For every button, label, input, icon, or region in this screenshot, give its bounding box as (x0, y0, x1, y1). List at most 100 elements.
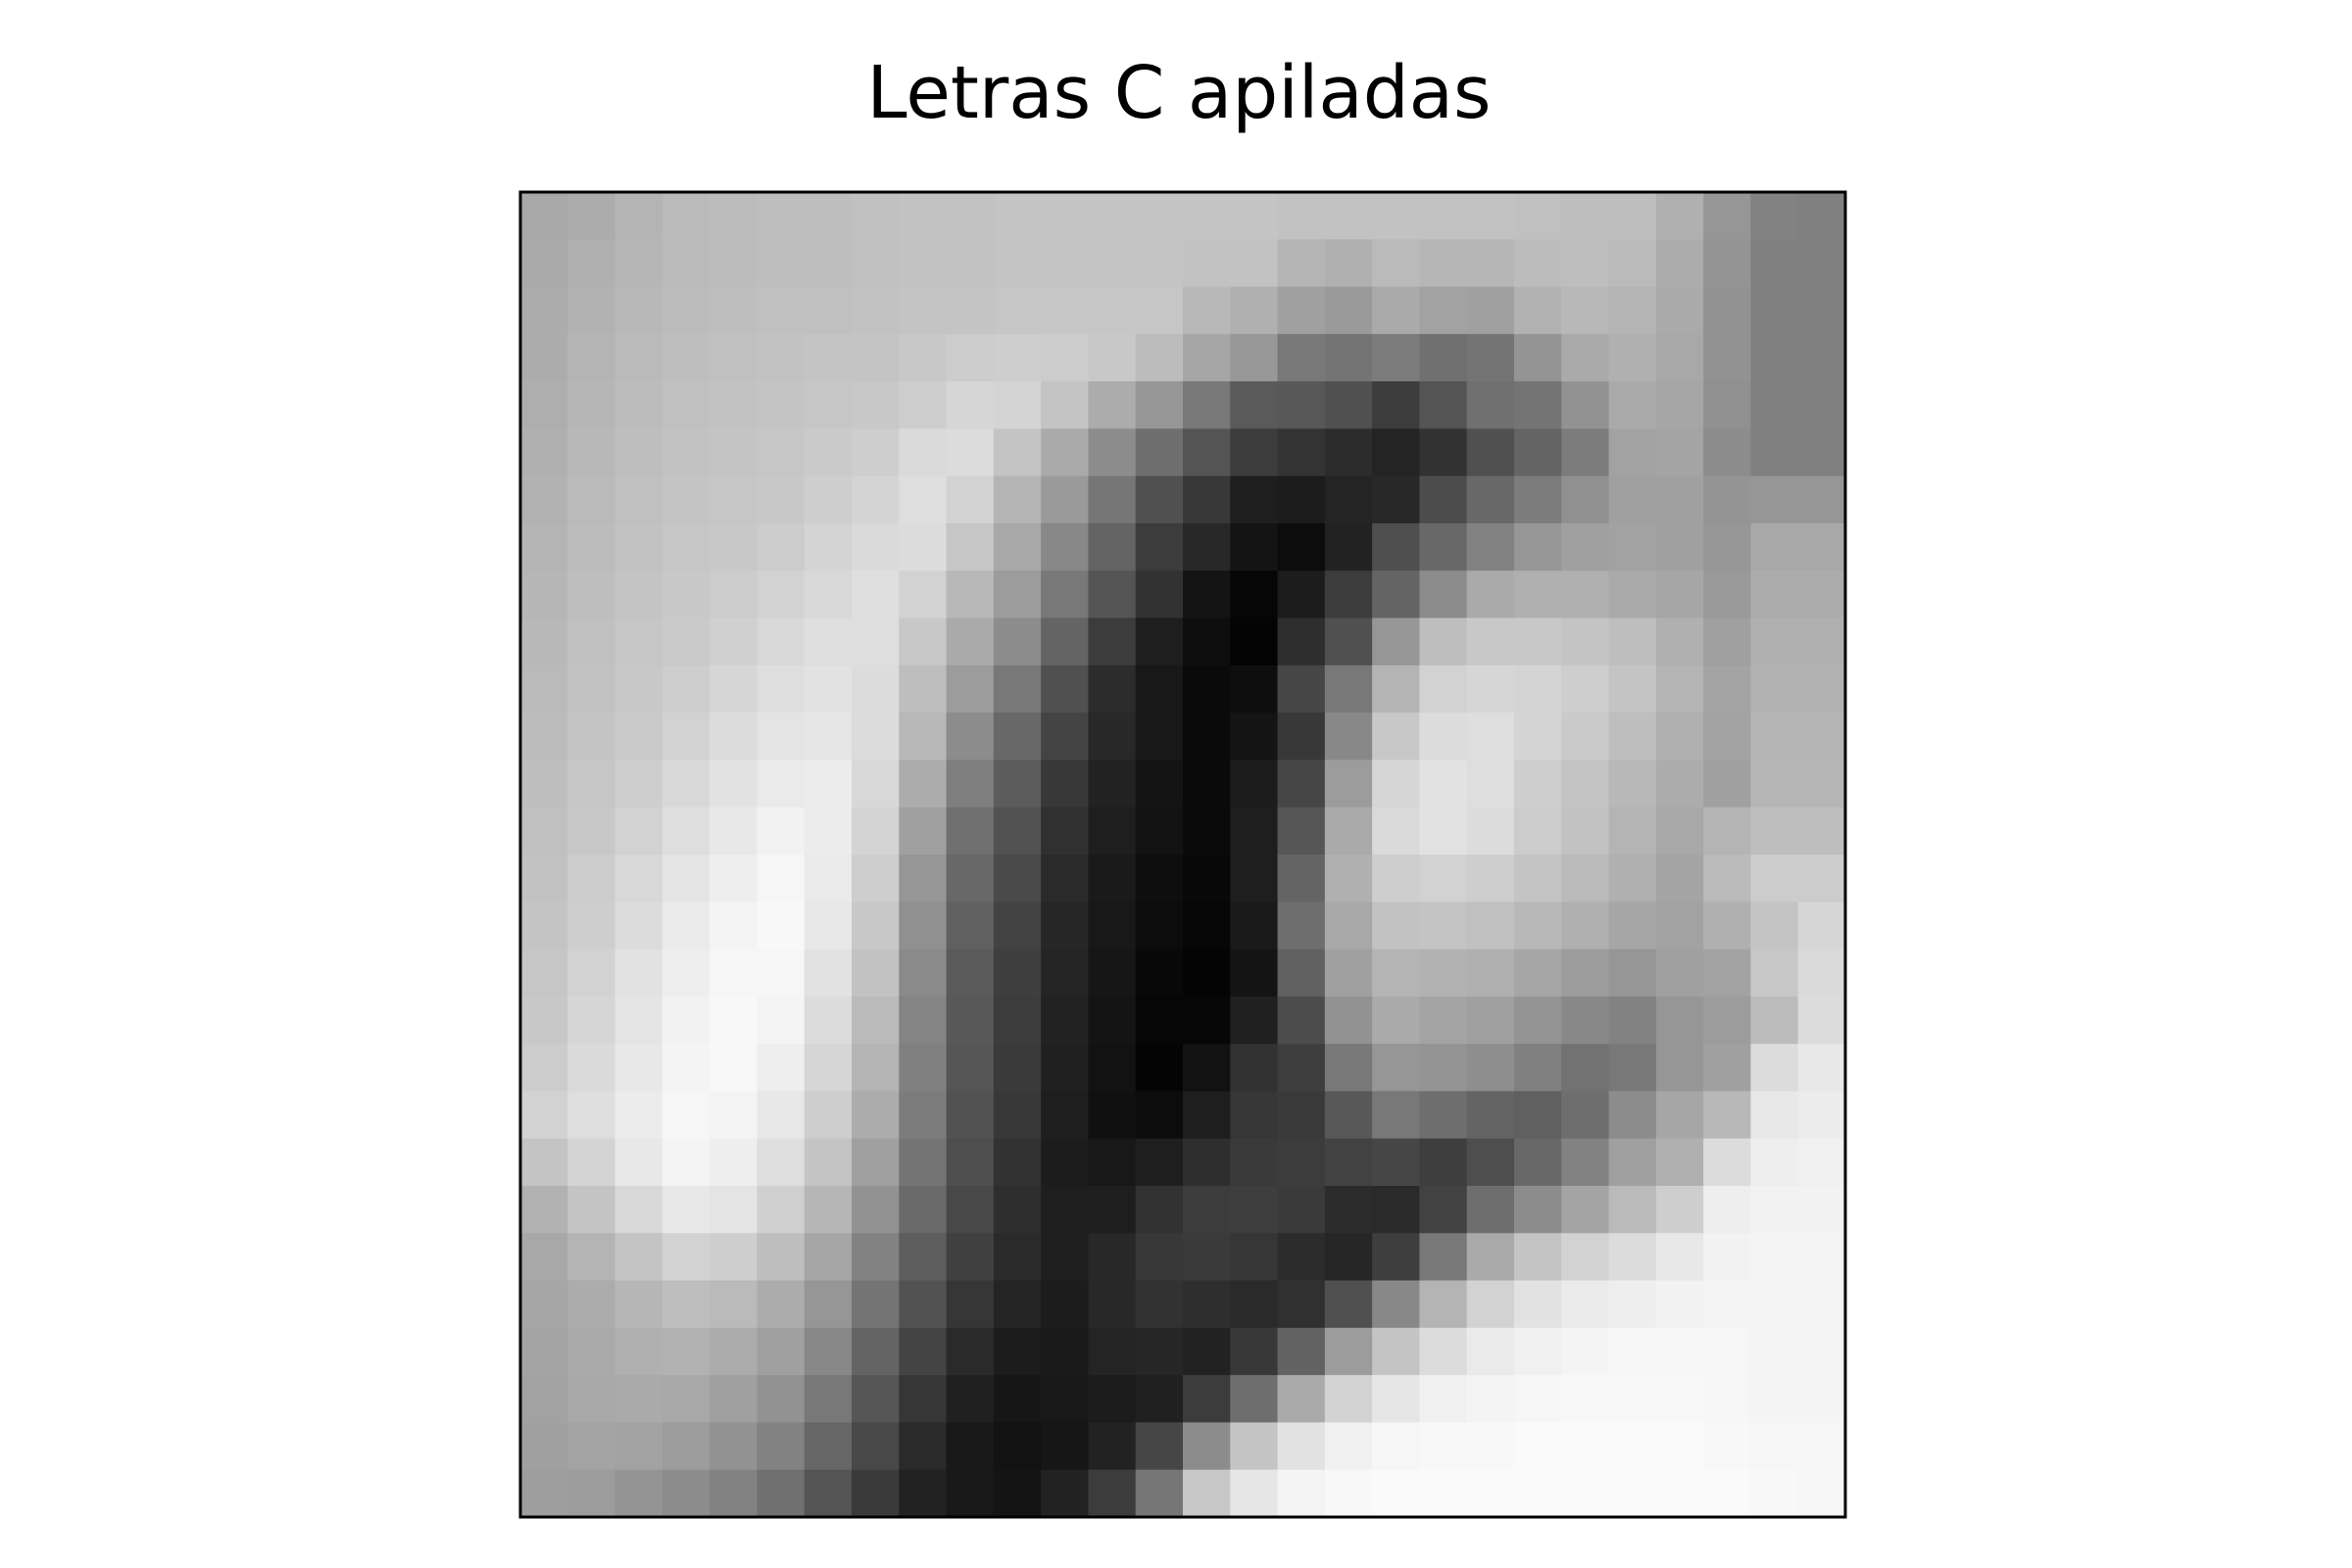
heatmap-cell-r3-c9 (946, 333, 995, 382)
heatmap-cell-r1-c19 (1419, 239, 1468, 288)
heatmap-cell-r13-c6 (804, 807, 853, 856)
heatmap-cell-r4-c16 (1277, 381, 1326, 430)
heatmap-cell-r24-c17 (1324, 1327, 1373, 1376)
heatmap-cell-r19-c0 (520, 1091, 568, 1140)
heatmap-cell-r4-c19 (1419, 381, 1468, 430)
heatmap-cell-r27-c20 (1466, 1469, 1515, 1518)
heatmap-cell-r3-c0 (520, 333, 568, 382)
heatmap-cell-r1-c12 (1088, 239, 1137, 288)
heatmap-cell-r12-c16 (1277, 760, 1326, 808)
heatmap-cell-r9-c2 (614, 617, 663, 666)
heatmap-cell-r7-c9 (946, 523, 995, 571)
heatmap-cell-r8-c4 (710, 570, 759, 619)
heatmap-cell-r22-c16 (1277, 1233, 1326, 1282)
heatmap-cell-r15-c15 (1230, 902, 1279, 951)
heatmap-cell-r0-c27 (1797, 192, 1846, 240)
heatmap-cell-r25-c12 (1088, 1375, 1137, 1424)
heatmap-cell-r23-c11 (1041, 1280, 1090, 1329)
heatmap-cell-r9-c17 (1324, 617, 1373, 666)
heatmap-cell-r0-c23 (1608, 192, 1657, 240)
heatmap-cell-r2-c6 (804, 286, 853, 335)
heatmap-cell-r25-c0 (520, 1375, 568, 1424)
heatmap-cell-r18-c4 (710, 1044, 759, 1093)
heatmap-cell-r11-c22 (1561, 712, 1610, 761)
heatmap-cell-r4-c7 (852, 381, 900, 430)
heatmap-cell-r7-c13 (1135, 523, 1184, 571)
heatmap-cell-r25-c7 (852, 1375, 900, 1424)
heatmap-cell-r18-c15 (1230, 1044, 1279, 1093)
heatmap-cell-r1-c10 (993, 239, 1042, 288)
heatmap-cell-r19-c14 (1183, 1091, 1231, 1140)
heatmap-cell-r11-c26 (1750, 712, 1799, 761)
heatmap-cell-r0-c14 (1183, 192, 1231, 240)
heatmap-cell-r9-c8 (899, 617, 948, 666)
heatmap-cell-r6-c25 (1703, 475, 1752, 524)
heatmap-cell-r8-c21 (1514, 570, 1562, 619)
heatmap-cell-r22-c22 (1561, 1233, 1610, 1282)
heatmap-cell-r24-c22 (1561, 1327, 1610, 1376)
heatmap-cell-r10-c4 (710, 664, 759, 713)
heatmap-cell-r26-c6 (804, 1422, 853, 1471)
heatmap-cell-r23-c6 (804, 1280, 853, 1329)
heatmap-cell-r18-c12 (1088, 1044, 1137, 1093)
heatmap-cell-r10-c15 (1230, 664, 1279, 713)
heatmap-cell-r27-c9 (946, 1469, 995, 1518)
heatmap-cell-r21-c24 (1655, 1186, 1704, 1234)
heatmap-cell-r9-c23 (1608, 617, 1657, 666)
heatmap-cell-r24-c20 (1466, 1327, 1515, 1376)
heatmap-cell-r14-c16 (1277, 855, 1326, 903)
heatmap-cell-r10-c23 (1608, 664, 1657, 713)
heatmap-cell-r2-c0 (520, 286, 568, 335)
heatmap-cell-r6-c2 (614, 475, 663, 524)
heatmap-cell-r5-c17 (1324, 428, 1373, 477)
heatmap-cell-r5-c10 (993, 428, 1042, 477)
heatmap-cell-r2-c23 (1608, 286, 1657, 335)
heatmap-cell-r21-c14 (1183, 1186, 1231, 1234)
heatmap-cell-r26-c10 (993, 1422, 1042, 1471)
heatmap-cell-r1-c15 (1230, 239, 1279, 288)
heatmap-cell-r8-c13 (1135, 570, 1184, 619)
heatmap-cell-r6-c16 (1277, 475, 1326, 524)
heatmap-cell-r5-c3 (662, 428, 710, 477)
heatmap-cell-r12-c11 (1041, 760, 1090, 808)
heatmap-cell-r11-c21 (1514, 712, 1562, 761)
heatmap-cell-r4-c15 (1230, 381, 1279, 430)
heatmap-cell-r26-c24 (1655, 1422, 1704, 1471)
heatmap-cell-r13-c22 (1561, 807, 1610, 856)
heatmap-cell-r16-c13 (1135, 949, 1184, 998)
heatmap-cell-r8-c9 (946, 570, 995, 619)
heatmap-cell-r4-c26 (1750, 381, 1799, 430)
heatmap-cell-r0-c22 (1561, 192, 1610, 240)
heatmap-cell-r2-c20 (1466, 286, 1515, 335)
heatmap-cell-r22-c8 (899, 1233, 948, 1282)
heatmap-cell-r1-c22 (1561, 239, 1610, 288)
heatmap-cell-r11-c17 (1324, 712, 1373, 761)
heatmap-cell-r19-c9 (946, 1091, 995, 1140)
heatmap-cell-r18-c21 (1514, 1044, 1562, 1093)
heatmap-cell-r18-c27 (1797, 1044, 1846, 1093)
heatmap-cell-r15-c20 (1466, 902, 1515, 951)
heatmap-cell-r4-c25 (1703, 381, 1752, 430)
heatmap-cell-r12-c26 (1750, 760, 1799, 808)
heatmap-cell-r3-c5 (757, 333, 806, 382)
heatmap-cell-r12-c14 (1183, 760, 1231, 808)
heatmap-cell-r15-c26 (1750, 902, 1799, 951)
heatmap-cell-r13-c23 (1608, 807, 1657, 856)
heatmap-cell-r17-c3 (662, 996, 710, 1045)
heatmap-cell-r2-c11 (1041, 286, 1090, 335)
heatmap-cell-r16-c21 (1514, 949, 1562, 998)
heatmap-cell-r23-c23 (1608, 1280, 1657, 1329)
heatmap-cell-r19-c7 (852, 1091, 900, 1140)
heatmap-cell-r14-c22 (1561, 855, 1610, 903)
heatmap-cell-r19-c16 (1277, 1091, 1326, 1140)
heatmap-cell-r2-c17 (1324, 286, 1373, 335)
heatmap-cell-r20-c8 (899, 1138, 948, 1187)
heatmap-cell-r6-c11 (1041, 475, 1090, 524)
heatmap-cell-r20-c25 (1703, 1138, 1752, 1187)
heatmap-cell-r8-c2 (614, 570, 663, 619)
heatmap-cell-r14-c7 (852, 855, 900, 903)
heatmap-cell-r5-c6 (804, 428, 853, 477)
heatmap-cell-r0-c16 (1277, 192, 1326, 240)
heatmap-cell-r3-c12 (1088, 333, 1137, 382)
heatmap-cell-r17-c18 (1372, 996, 1421, 1045)
